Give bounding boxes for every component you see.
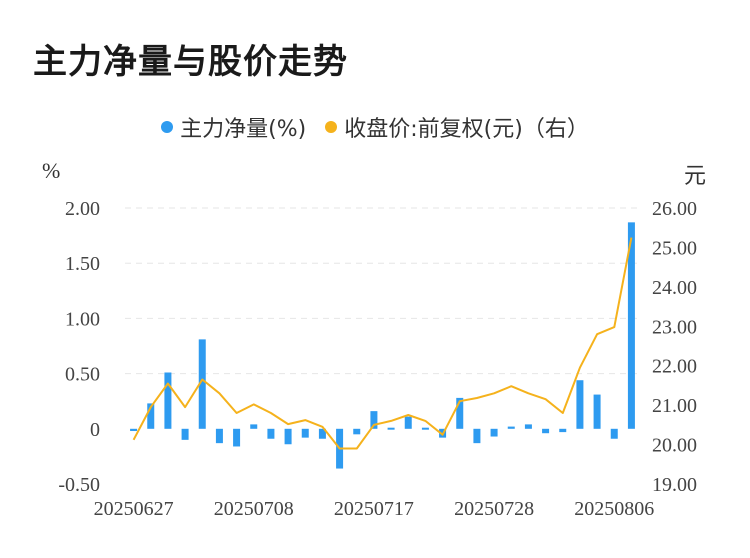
net-bar [542,428,550,434]
legend-net-label: 主力净量(%) [180,117,307,142]
net-bar [507,426,515,429]
net-bar [233,428,241,447]
legend-price-label: 收盘价:前复权(元)（右） [344,117,589,142]
legend-item-net[interactable]: 主力净量(%) [161,111,306,143]
x-tick-label: 20250806 [574,498,654,520]
net-bar [301,428,309,438]
x-tick-label: 20250728 [454,498,534,520]
net-bar [353,428,361,435]
left-tick-label: 2.00 [65,198,100,220]
net-bar [627,222,635,429]
left-axis-unit: % [42,158,61,183]
net-bar [610,428,618,439]
net-bar [164,372,172,429]
net-bar [284,428,292,445]
net-bar [130,428,138,432]
net-bar [593,394,601,429]
net-bar [421,427,429,430]
right-tick-label: 24.00 [652,277,697,299]
right-tick-label: 19.00 [652,474,697,496]
left-tick-label: -0.50 [58,474,100,496]
legend: 主力净量(%) 收盘价:前复权(元)（右） [0,111,750,143]
net-bar [404,416,412,429]
x-tick-label: 20250708 [214,498,294,520]
net-bar [198,339,206,429]
net-bar [456,397,464,429]
net-bar [181,428,189,440]
right-tick-label: 22.00 [652,356,697,378]
right-tick-label: 23.00 [652,316,697,338]
left-tick-label: 1.00 [65,308,100,330]
net-bar [267,428,275,439]
legend-item-price[interactable]: 收盘价:前复权(元)（右） [325,111,589,143]
right-tick-label: 25.00 [652,237,697,259]
right-tick-label: 20.00 [652,435,697,457]
legend-net-marker [161,121,174,133]
net-bar [250,424,258,429]
left-tick-label: 1.50 [65,253,100,275]
net-bar [318,428,326,439]
net-bar [524,424,532,429]
net-bar [387,427,395,430]
net-bar [490,428,498,437]
right-axis-unit: 元 [684,164,707,189]
net-bar [147,403,155,429]
net-bar [576,380,584,429]
chart-title: 主力净量与股价走势 [33,42,348,82]
right-tick-label: 21.00 [652,395,697,417]
legend-price-marker [325,121,338,133]
right-tick-label: 26.00 [652,198,697,220]
net-bar [473,428,481,444]
net-bar [559,428,567,433]
net-bar [370,411,378,429]
x-tick-label: 20250627 [94,498,174,520]
left-tick-label: 0.50 [65,364,100,386]
x-tick-label: 20250717 [334,498,414,520]
left-tick-label: 0 [90,419,100,441]
price-line [132,237,633,450]
net-bar [215,428,223,444]
